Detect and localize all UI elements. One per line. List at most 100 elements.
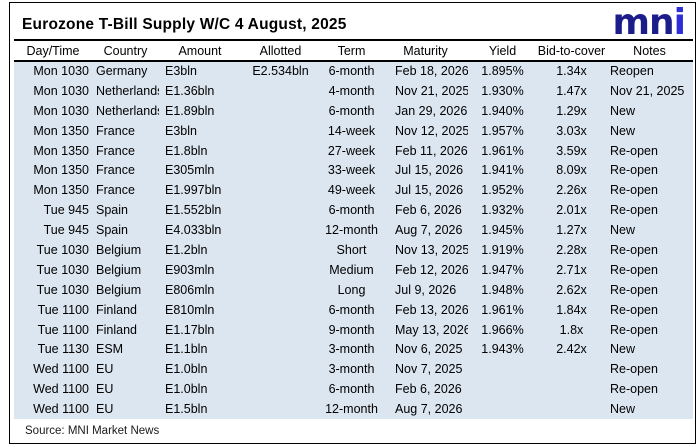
table-cell <box>241 379 320 400</box>
table-cell <box>241 160 320 181</box>
table-cell: Tue 945 <box>14 220 92 241</box>
table-cell: 3-month <box>320 359 383 380</box>
table-cell: 6-month <box>320 100 383 121</box>
table-cell: 1.932% <box>468 200 537 221</box>
column-header: Term <box>320 41 383 62</box>
table-cell: Belgium <box>92 240 159 260</box>
table-row: Mon 1350 France E1.8bln 27-week Feb 11, 2026… <box>14 140 693 161</box>
table-cell: Germany <box>92 61 159 81</box>
table-cell: 1.34x <box>537 61 606 81</box>
table-cell: 3.59x <box>537 140 606 161</box>
table-cell: May 13, 2026 <box>383 319 468 340</box>
table-cell: Feb 13, 2026 <box>383 299 468 320</box>
table-cell: Nov 21, 2025 <box>606 80 693 101</box>
table-cell: Feb 6, 2026 <box>383 379 468 400</box>
table-row: Tue 1030 Belgium E903mln Medium Feb 12, 2026… <box>14 259 693 280</box>
table-cell: Nov 13, 2025 <box>383 240 468 260</box>
supply-table: Day/Time Country Amount Allotted Term Maturit… <box>14 41 693 420</box>
table-cell: 49-week <box>320 180 383 201</box>
table-cell: Re-open <box>606 259 693 280</box>
table-cell: Re-open <box>606 299 693 320</box>
table-cell: New <box>606 339 693 360</box>
table-cell <box>241 120 320 141</box>
table-cell: Belgium <box>92 279 159 300</box>
table-cell <box>537 359 606 380</box>
table-cell: Re-open <box>606 379 693 400</box>
table-cell: Re-open <box>606 200 693 221</box>
table-cell: 8.09x <box>537 160 606 181</box>
table-cell: E3bln <box>159 61 241 81</box>
table-cell: Re-open <box>606 180 693 201</box>
column-header: Allotted <box>241 41 320 62</box>
table-cell: Reopen <box>606 61 693 81</box>
column-header: Country <box>92 41 159 62</box>
table-cell: Finland <box>92 299 159 320</box>
table-cell: E1.5bln <box>159 399 241 420</box>
table-cell <box>241 100 320 121</box>
table-cell: 2.28x <box>537 240 606 260</box>
table-cell: 1.919% <box>468 240 537 260</box>
table-row: Tue 945 Spain E4.033bln 12-month Aug 7, 2026… <box>14 220 693 241</box>
table-cell <box>241 180 320 201</box>
table-cell: E903mln <box>159 259 241 280</box>
table-row: Wed 1100 EU E1.0bln 6-month Feb 6, 2026 Re-op… <box>14 379 693 400</box>
table-cell: 27-week <box>320 140 383 161</box>
title-bar: Eurozone T-Bill Supply W/C 4 August, 202… <box>14 5 693 41</box>
table-cell: 1.27x <box>537 220 606 241</box>
table-cell: 9-month <box>320 319 383 340</box>
table-cell: 2.62x <box>537 279 606 300</box>
table-cell: 4-month <box>320 80 383 101</box>
table-cell: EU <box>92 379 159 400</box>
table-cell: 3-month <box>320 339 383 360</box>
table-cell <box>468 379 537 400</box>
table-cell <box>241 319 320 340</box>
column-header: Amount <box>159 41 241 62</box>
table-cell <box>241 259 320 280</box>
table-cell: E1.2bln <box>159 240 241 260</box>
table-cell: 1.930% <box>468 80 537 101</box>
table-row: Tue 1030 Belgium E1.2bln Short Nov 13, 2025 1… <box>14 240 693 260</box>
table-cell: 2.01x <box>537 200 606 221</box>
table-cell: Tue 1030 <box>14 259 92 280</box>
table-cell: ESM <box>92 339 159 360</box>
table-row: Mon 1030 Germany E3bln E2.534bln 6-month Feb … <box>14 61 693 81</box>
table-cell: E1.8bln <box>159 140 241 161</box>
table-cell: Re-open <box>606 319 693 340</box>
table-cell: Re-open <box>606 140 693 161</box>
table-cell: 12-month <box>320 399 383 420</box>
table-cell: Re-open <box>606 240 693 260</box>
table-cell: Tue 1030 <box>14 240 92 260</box>
table-cell: Tue 1100 <box>14 299 92 320</box>
table-cell: 12-month <box>320 220 383 241</box>
column-header: Yield <box>468 41 537 62</box>
table-cell: Mon 1350 <box>14 180 92 201</box>
table-cell: 2.42x <box>537 339 606 360</box>
column-header: Bid-to-cover <box>537 41 606 62</box>
table-cell: Mon 1030 <box>14 100 92 121</box>
table-cell: Spain <box>92 220 159 241</box>
table-cell: Medium <box>320 259 383 280</box>
table-cell: 2.71x <box>537 259 606 280</box>
table-cell: E1.0bln <box>159 379 241 400</box>
table-cell: 1.47x <box>537 80 606 101</box>
table-cell: Netherlands <box>92 100 159 121</box>
table-cell: E1.17bln <box>159 319 241 340</box>
table-cell: 1.941% <box>468 160 537 181</box>
table-cell: E1.997bln <box>159 180 241 201</box>
table-cell: Wed 1100 <box>14 359 92 380</box>
table-row: Mon 1030 Netherlands E1.89bln 6-month Jan 29… <box>14 100 693 121</box>
mni-logo: mni <box>613 5 689 41</box>
table-row: Tue 1030 Belgium E806mln Long Jul 9, 2026 1.9… <box>14 279 693 300</box>
table-cell: 1.966% <box>468 319 537 340</box>
table-row: Tue 1130 ESM E1.1bln 3-month Nov 6, 2025 1.94… <box>14 339 693 360</box>
table-cell: France <box>92 140 159 161</box>
table-cell <box>241 399 320 420</box>
table-cell <box>241 220 320 241</box>
table-cell: Tue 945 <box>14 200 92 221</box>
table-cell: New <box>606 220 693 241</box>
table-cell: Nov 7, 2025 <box>383 359 468 380</box>
table-cell: 6-month <box>320 200 383 221</box>
table-row: Mon 1350 France E3bln 14-week Nov 12, 2025 1.… <box>14 120 693 141</box>
table-cell: Mon 1350 <box>14 140 92 161</box>
table-cell: France <box>92 180 159 201</box>
